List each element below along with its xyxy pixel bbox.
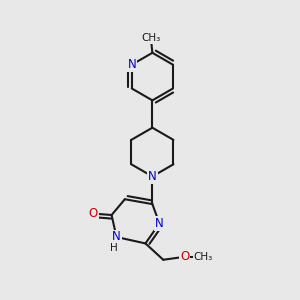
Text: O: O [180,250,189,263]
Text: H: H [110,243,118,253]
Text: N: N [148,170,157,183]
Text: O: O [88,207,98,220]
Text: N: N [128,58,136,71]
Text: CH₃: CH₃ [194,252,213,262]
Text: CH₃: CH₃ [141,33,160,43]
Text: N: N [112,230,121,244]
Text: N: N [155,217,164,230]
